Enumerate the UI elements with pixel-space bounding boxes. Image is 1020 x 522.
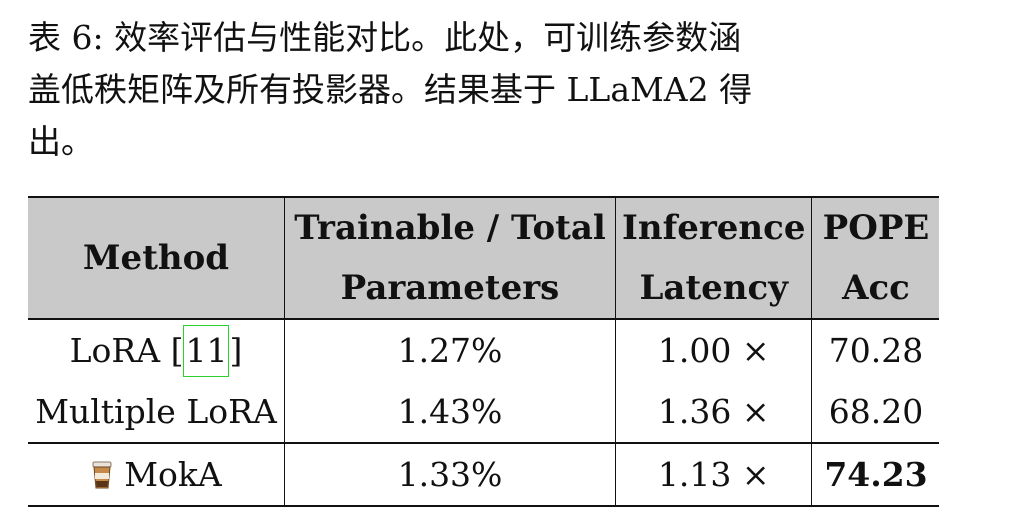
header-params: Trainable / Total Parameters: [284, 196, 616, 320]
method-cell: LoRA [11]: [28, 319, 285, 381]
method-name: MokA: [124, 455, 222, 494]
acc-cell: 68.20: [828, 392, 924, 431]
table-row: Multiple LoRA 1.43% 1.36 × 68.20: [28, 381, 939, 443]
method-name: LoRA [: [69, 330, 184, 370]
header-params-line1: Trainable / Total: [294, 208, 606, 248]
method-cell: Multiple LoRA: [28, 381, 285, 443]
method-bracket: ]: [229, 330, 243, 370]
header-latency-line1: Inference: [622, 208, 806, 248]
caption-line-3: 出。: [28, 122, 94, 161]
table-row: MokA 1.33% 1.13 × 74.23: [28, 442, 940, 507]
latency-cell: 1.13 ×: [615, 442, 813, 507]
efficiency-table: Method Trainable / Total Parameters Infe…: [28, 196, 940, 507]
params-cell: 1.43%: [284, 381, 616, 443]
header-params-line2: Parameters: [340, 268, 560, 308]
method-cell: MokA: [28, 442, 285, 507]
caption-line-2: 盖低秩矩阵及所有投影器。结果基于 LLaMA2 得: [28, 70, 753, 109]
header-row: Method Trainable / Total Parameters Infe…: [28, 196, 940, 320]
header-pope-line2: Acc: [842, 268, 910, 308]
header-latency-line2: Latency: [639, 268, 788, 308]
header-latency: Inference Latency: [615, 196, 813, 320]
table-caption: 表 6: 效率评估与性能对比。此处，可训练参数涵 盖低秩矩阵及所有投影器。结果基…: [28, 12, 828, 168]
params-cell: 1.33%: [284, 442, 616, 507]
caption-line-1: 表 6: 效率评估与性能对比。此处，可训练参数涵: [28, 18, 742, 57]
acc-cell: 70.28: [828, 331, 924, 370]
header-pope-line1: POPE: [822, 208, 930, 248]
citation-link[interactable]: 11: [183, 324, 230, 377]
table-row: LoRA [11] 1.27% 1.00 × 70.28: [28, 319, 939, 381]
coffee-cup-icon: [92, 461, 112, 489]
header-pope: POPE Acc: [811, 196, 940, 320]
latency-cell: 1.36 ×: [615, 381, 813, 443]
latency-cell: 1.00 ×: [615, 319, 813, 381]
acc-cell-best: 74.23: [811, 442, 940, 507]
header-method: Method: [28, 196, 285, 320]
params-cell: 1.27%: [284, 319, 616, 381]
